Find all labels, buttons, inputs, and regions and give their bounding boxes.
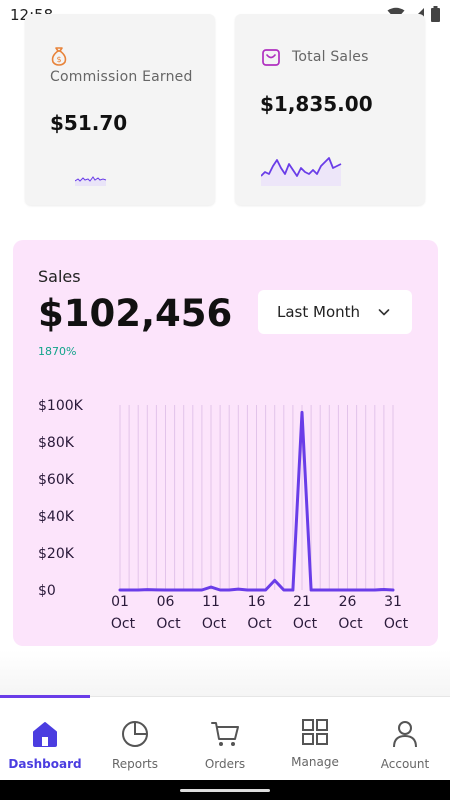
money-bag-icon: $: [51, 47, 67, 66]
x-tick-day: 11: [202, 594, 220, 610]
y-tick-label: $40K: [38, 509, 75, 525]
home-icon: [33, 722, 57, 747]
nav-label-reports: Reports: [111, 757, 159, 771]
nav-active-indicator: [0, 695, 90, 698]
sales-chart: $100K $80K $60K $40K $20K $0 01 Oct 06 Oct 11 Oct 16…: [38, 398, 409, 632]
x-tick-day: 01: [111, 594, 129, 610]
sales-change-percent: 1870%: [38, 345, 77, 358]
x-tick-day: 31: [384, 594, 402, 610]
nav-item-reports[interactable]: Reports: [90, 697, 180, 781]
nav-item-manage[interactable]: Manage: [270, 697, 360, 781]
x-tick-month: Oct: [338, 616, 363, 632]
sales-total: $102,456: [38, 292, 233, 335]
y-tick-label: $20K: [38, 546, 75, 562]
y-tick-label: $60K: [38, 472, 75, 488]
y-tick-label: $100K: [38, 398, 84, 414]
total-sales-sparkline: [261, 157, 342, 186]
sales-title: Sales: [38, 267, 81, 286]
nav-item-orders[interactable]: Orders: [180, 697, 270, 781]
nav-label-dashboard: Dashboard: [8, 757, 82, 771]
y-tick-label: $80K: [38, 435, 75, 451]
nav-item-account[interactable]: Account: [360, 697, 450, 781]
nav-label-manage: Manage: [291, 755, 339, 769]
x-tick-month: Oct: [293, 616, 318, 632]
system-navigation-bar: [0, 780, 450, 800]
cart-icon: [211, 722, 239, 746]
commission-value: $51.70: [50, 111, 128, 135]
bottom-nav: Dashboard Reports Orders Manage Account: [0, 695, 450, 781]
period-dropdown-value: Last Month: [277, 303, 361, 321]
x-tick-month: Oct: [156, 616, 181, 632]
user-icon: [393, 721, 417, 748]
commission-sparkline: [75, 176, 107, 186]
x-tick-day: 16: [248, 594, 266, 610]
commission-card[interactable]: $ Commission Earned $51.70: [25, 14, 215, 205]
commission-label: Commission Earned: [50, 69, 193, 85]
x-tick-day: 26: [339, 594, 357, 610]
x-tick-month: Oct: [202, 616, 227, 632]
shopping-bag-icon: [262, 49, 280, 66]
y-tick-label: $0: [38, 583, 56, 599]
total-sales-label: Total Sales: [292, 49, 369, 65]
grid-icon: [302, 719, 328, 745]
wifi-icon: [387, 7, 405, 20]
x-tick-day: 21: [293, 594, 311, 610]
nav-label-orders: Orders: [204, 757, 246, 771]
pie-chart-icon: [122, 721, 148, 747]
x-tick-month: Oct: [384, 616, 409, 632]
x-tick-day: 06: [157, 594, 175, 610]
x-tick-month: Oct: [247, 616, 272, 632]
period-dropdown[interactable]: Last Month: [258, 290, 412, 334]
svg-text:$: $: [56, 55, 61, 64]
total-sales-card[interactable]: Total Sales $1,835.00: [235, 14, 425, 205]
sales-card: Sales $102,456 1870% Last Month $100K $80…: [13, 240, 438, 646]
nav-item-dashboard[interactable]: Dashboard: [0, 697, 90, 781]
nav-label-account: Account: [380, 757, 430, 771]
total-sales-value: $1,835.00: [260, 92, 373, 116]
x-tick-month: Oct: [111, 616, 136, 632]
chevron-down-icon: [378, 309, 390, 316]
content-fade: [0, 650, 450, 696]
battery-icon: [431, 6, 440, 22]
home-gesture-handle[interactable]: [180, 789, 270, 792]
